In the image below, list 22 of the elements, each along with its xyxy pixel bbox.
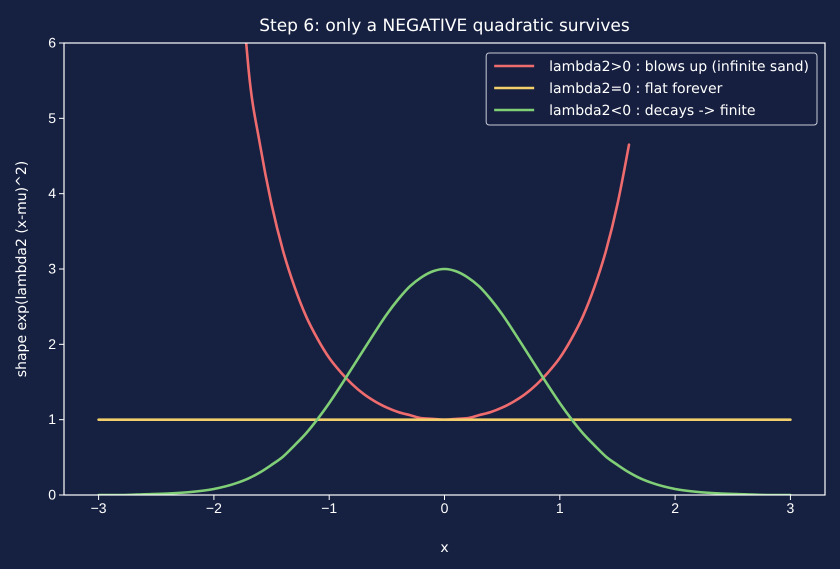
x-axis-title: x xyxy=(440,540,449,556)
y-tick-label: 2 xyxy=(48,336,56,352)
legend-label: lambda2=0 : flat forever xyxy=(549,81,723,97)
x-tick-label: 3 xyxy=(786,500,795,516)
chart-title: Step 6: only a NEGATIVE quadratic survives xyxy=(259,16,630,36)
x-tick-label: 2 xyxy=(671,500,680,516)
x-tick-label: 0 xyxy=(440,500,449,516)
x-tick-label: −2 xyxy=(206,500,222,516)
line-series xyxy=(97,268,792,495)
y-tick-label: 5 xyxy=(48,110,56,126)
line-series xyxy=(244,43,630,421)
legend-label: lambda2<0 : decays -> finite xyxy=(549,103,756,119)
y-tick-label: 6 xyxy=(48,34,56,50)
x-tick-label: −1 xyxy=(321,500,338,516)
legend-label: lambda2>0 : blows up (infinite sand) xyxy=(549,59,809,75)
y-tick-label: 1 xyxy=(48,411,56,428)
x-tick-label: −3 xyxy=(90,500,107,516)
x-tick-label: 1 xyxy=(556,500,564,516)
y-axis-title: shape exp(lambda2 (x-mu)^2) xyxy=(14,160,30,378)
y-tick-label: 0 xyxy=(48,486,56,502)
y-tick-label: 3 xyxy=(48,260,56,276)
y-tick-label: 4 xyxy=(48,185,56,202)
